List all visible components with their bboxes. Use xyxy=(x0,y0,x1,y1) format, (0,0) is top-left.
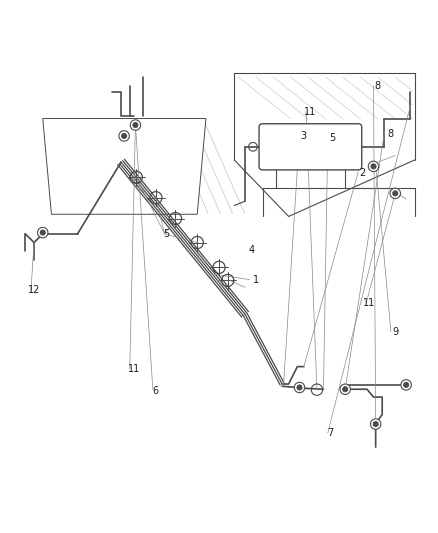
Polygon shape xyxy=(43,118,206,214)
Text: 3: 3 xyxy=(301,131,307,141)
Text: 9: 9 xyxy=(392,327,398,337)
Text: 7: 7 xyxy=(327,428,333,438)
Circle shape xyxy=(294,382,305,393)
Text: 8: 8 xyxy=(375,81,381,91)
Text: 4: 4 xyxy=(249,245,255,255)
Circle shape xyxy=(297,385,302,390)
Circle shape xyxy=(343,386,348,392)
Circle shape xyxy=(392,191,398,196)
Text: 5: 5 xyxy=(329,133,335,143)
Text: 11: 11 xyxy=(363,298,375,309)
Text: 12: 12 xyxy=(28,286,40,295)
Circle shape xyxy=(403,382,409,387)
Circle shape xyxy=(38,228,48,238)
Text: 11: 11 xyxy=(304,107,317,117)
Circle shape xyxy=(130,120,141,130)
Circle shape xyxy=(133,123,138,128)
Circle shape xyxy=(340,384,350,394)
Circle shape xyxy=(121,133,127,139)
Text: 5: 5 xyxy=(164,229,170,239)
Circle shape xyxy=(368,161,379,172)
Circle shape xyxy=(371,419,381,429)
Circle shape xyxy=(371,164,376,169)
FancyBboxPatch shape xyxy=(259,124,362,170)
Text: 11: 11 xyxy=(128,364,140,374)
Text: 6: 6 xyxy=(153,385,159,395)
Text: 2: 2 xyxy=(360,168,366,178)
Circle shape xyxy=(373,422,378,426)
Text: 8: 8 xyxy=(388,129,394,139)
Circle shape xyxy=(40,230,46,235)
Circle shape xyxy=(119,131,129,141)
Circle shape xyxy=(401,379,411,390)
Text: 1: 1 xyxy=(253,276,259,286)
Circle shape xyxy=(390,188,400,199)
